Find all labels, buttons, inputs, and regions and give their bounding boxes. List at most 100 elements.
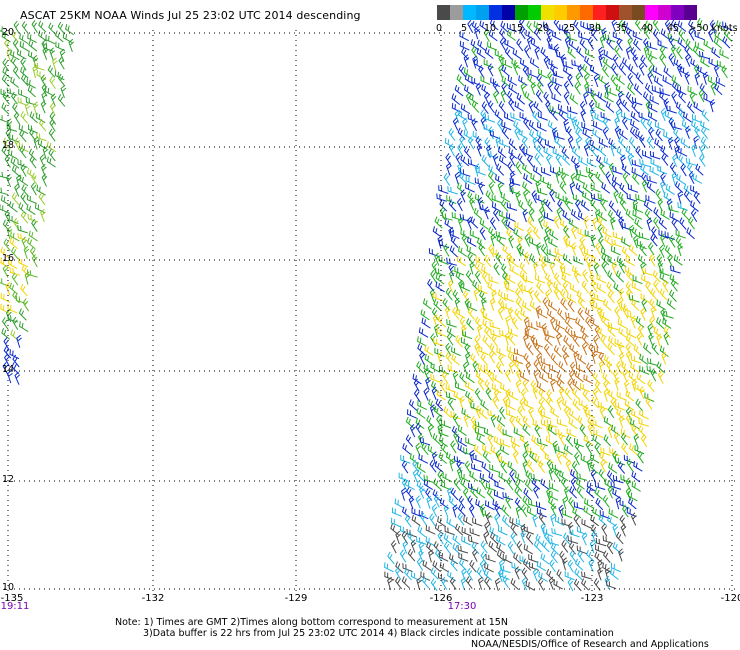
wind-barb: [693, 135, 699, 149]
legend-swatch: [593, 5, 606, 20]
wind-barb: [708, 57, 719, 68]
wind-barb: [578, 31, 589, 41]
wind-barb: [434, 216, 443, 229]
wind-barb: [444, 526, 455, 536]
wind-barb: [632, 30, 643, 41]
wind-barb: [469, 93, 479, 105]
wind-barb: [624, 379, 630, 394]
wind-barb: [680, 137, 690, 149]
wind-barb: [423, 363, 434, 374]
wind-barb: [448, 496, 458, 508]
wind-barb: [457, 545, 469, 554]
wind-barb: [598, 137, 609, 148]
wind-barb: [7, 314, 18, 323]
wind-barb: [633, 83, 643, 96]
wind-barb: [694, 72, 701, 86]
wind-barb: [621, 236, 631, 248]
wind-barb: [550, 513, 556, 527]
wind-barb: [629, 126, 638, 139]
wind-barb: [492, 248, 503, 259]
wind-barb: [564, 36, 571, 50]
wind-barb: [563, 405, 571, 420]
wind-barb: [669, 162, 677, 176]
wind-barb: [417, 525, 426, 538]
wind-barb: [501, 64, 510, 77]
wind-barb: [485, 512, 492, 526]
wind-barb: [627, 183, 639, 193]
wind-barb: [471, 541, 480, 555]
wind-barb: [484, 521, 490, 535]
wind-barb: [489, 532, 499, 545]
wind-barb: [488, 164, 498, 176]
wind-barb: [477, 576, 484, 590]
wind-barb: [608, 389, 618, 401]
wind-barb: [579, 100, 586, 114]
wind-barb: [628, 294, 640, 303]
wind-barb: [646, 118, 655, 132]
wind-barb: [466, 318, 475, 331]
wind-barb: [650, 288, 658, 301]
wind-barb: [502, 58, 513, 69]
wind-barb: [415, 417, 425, 430]
wind-barb: [428, 398, 437, 411]
wind-barb: [466, 245, 477, 256]
wind-barb: [418, 548, 424, 563]
wind-barb: [430, 362, 440, 373]
wind-barb: [470, 39, 480, 51]
wind-barb: [640, 434, 648, 448]
wind-barb: [554, 253, 564, 266]
wind-barb: [451, 212, 462, 221]
wind-barb: [26, 204, 36, 215]
wind-barb: [610, 245, 621, 256]
wind-barb: [6, 118, 13, 132]
wind-barb: [600, 447, 611, 456]
wind-barb: [577, 64, 584, 78]
wind-barb: [439, 497, 449, 509]
legend-label-0: 0: [435, 23, 443, 34]
wind-barb: [534, 454, 544, 466]
wind-barb: [652, 66, 663, 77]
wind-barb: [547, 424, 557, 436]
legend-swatch: [489, 5, 502, 20]
wind-barb: [430, 269, 437, 283]
wind-barb: [457, 143, 464, 157]
wind-barb: [507, 161, 515, 175]
wind-barb: [469, 527, 480, 537]
wind-barb: [544, 272, 554, 285]
wind-barb: [499, 406, 506, 420]
wind-barb: [562, 210, 572, 222]
wind-barb: [455, 307, 466, 319]
wind-barb: [613, 431, 620, 445]
wind-barb: [639, 243, 647, 257]
wind-barb: [469, 449, 475, 464]
wind-barb: [1, 102, 10, 115]
wind-barb: [480, 306, 487, 320]
wind-barb: [580, 109, 586, 123]
wind-barb: [579, 424, 587, 437]
wind-barb: [601, 182, 611, 194]
wind-barb: [537, 577, 545, 591]
wind-barb: [564, 316, 573, 330]
wind-barb: [558, 361, 568, 373]
wind-barb: [446, 195, 457, 205]
longitude-label-135: -135: [0, 593, 24, 604]
wind-barb: [411, 507, 422, 518]
wind-barb: [627, 491, 638, 502]
wind-barb: [628, 64, 637, 76]
wind-barb: [620, 432, 628, 446]
wind-barb: [554, 247, 565, 258]
wind-barb: [685, 38, 693, 52]
wind-barb: [550, 550, 558, 564]
wind-barb: [610, 143, 617, 157]
wind-barb: [507, 75, 518, 86]
wind-barb: [435, 267, 446, 277]
wind-barb: [558, 109, 567, 122]
wind-barb: [537, 68, 548, 79]
wind-barb: [451, 93, 461, 106]
wind-barb: [501, 216, 508, 230]
wind-barb: [601, 253, 610, 266]
wind-barb: [511, 562, 522, 571]
wind-barb: [529, 129, 538, 142]
wind-barb: [387, 576, 393, 590]
wind-barb: [471, 463, 482, 472]
